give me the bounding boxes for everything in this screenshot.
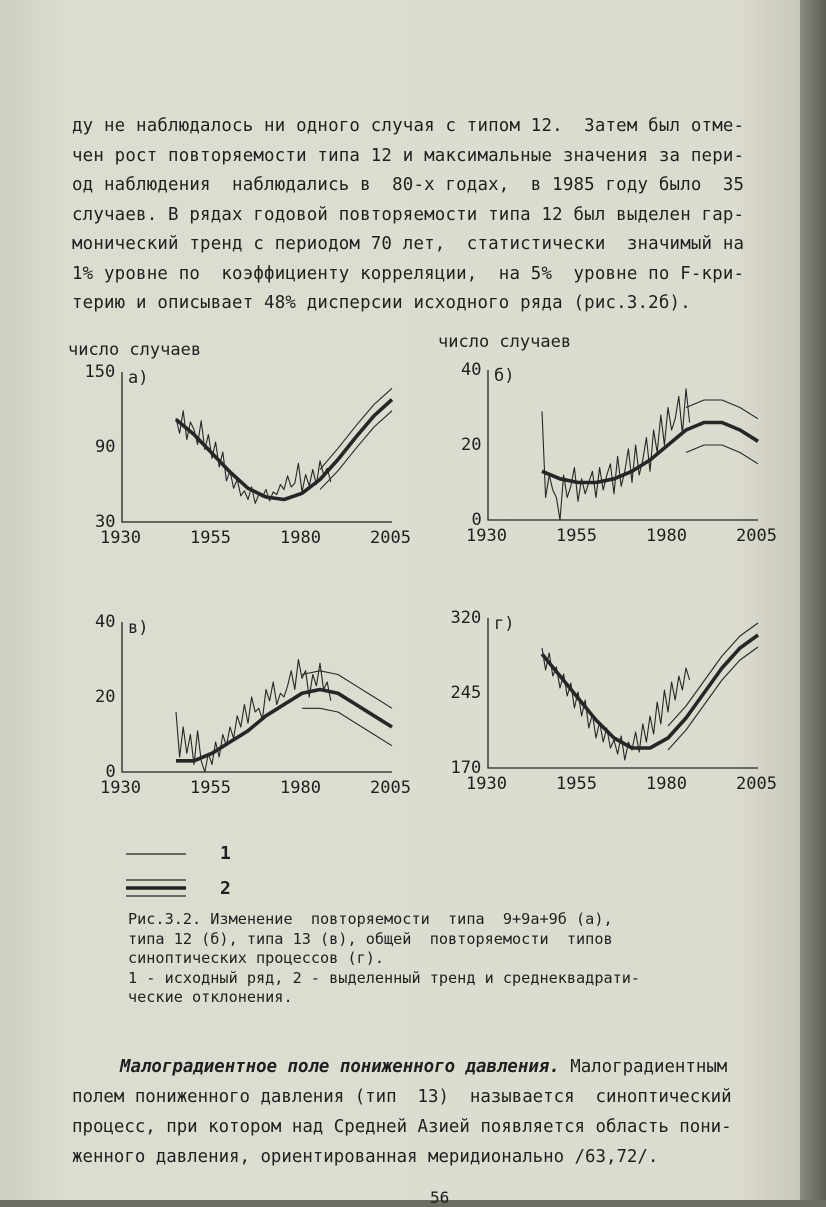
series-raw-line [541, 388, 691, 521]
series-sigma-line [685, 444, 759, 465]
chart-svg [121, 372, 394, 523]
text-line: полем пониженного давления (тип 13) назы… [72, 1087, 732, 1107]
book-page [0, 0, 800, 1200]
x-tick-label: 1930 [100, 778, 141, 798]
caption-line: 1 - исходный ряд, 2 - выделенный тренд и… [128, 968, 641, 987]
subsection-first-line: Малоградиентным [559, 1057, 728, 1077]
legend-lines [126, 853, 186, 897]
subsection-heading: Малоградиентное поле пониженного давлени… [120, 1057, 560, 1077]
y-tick-label: 245 [450, 683, 482, 703]
y-tick-label: 40 [95, 612, 116, 632]
series-raw-line [541, 647, 691, 761]
panel-label: г) [494, 614, 515, 634]
x-tick-label: 1980 [646, 774, 687, 794]
chart-svg [121, 622, 393, 773]
x-tick-label: 1930 [466, 526, 507, 546]
series-sigma-line [319, 387, 393, 470]
series-sigma-line [301, 670, 393, 709]
figure-legend: 1 2 [120, 838, 260, 908]
text-line: од наблюдения наблюдались в 80-х годах, … [72, 175, 745, 195]
x-tick-label: 1955 [190, 778, 231, 798]
y-axis-label-right: число случаев [438, 332, 572, 352]
text-line: случаев. В рядах годовой повторяемости т… [72, 204, 745, 225]
legend-label-1: 1 [220, 843, 231, 864]
page-number: 56 [430, 1188, 450, 1207]
subsection-paragraph: Малоградиентное поле пониженного давлени… [72, 1052, 792, 1172]
y-tick-label: 40 [461, 360, 482, 380]
chart-panel-g: 170 245 320 1930 1955 1980 2005 г) [448, 608, 777, 808]
y-tick-label: 320 [450, 608, 482, 628]
x-tick-label: 1930 [100, 528, 141, 548]
axis-line [121, 372, 392, 523]
series-raw-line [175, 410, 332, 504]
y-axis-label-left: число случаев [68, 340, 202, 360]
x-tick-label: 1980 [646, 526, 687, 546]
x-tick-label: 1930 [466, 774, 507, 794]
y-tick-label: 170 [450, 758, 482, 778]
x-tick-label: 1955 [190, 528, 231, 548]
x-tick-label: 2005 [370, 778, 411, 798]
page-edge [800, 0, 826, 1200]
series-sigma-line [667, 646, 759, 751]
series-sigma-line [302, 707, 393, 747]
chart-svg [487, 370, 759, 521]
text-line: женного давления, ориентированная мериди… [72, 1147, 659, 1167]
x-tick-label: 1980 [280, 528, 321, 548]
series-raw-line [175, 658, 332, 773]
chart-panel-a: 30 90 150 1930 1955 1980 2005 а) [82, 362, 411, 562]
axis-line [121, 622, 392, 773]
x-tick-label: 1980 [280, 778, 321, 798]
text-line: 1% уровне по коэффициенту корреляции, на… [72, 263, 745, 284]
y-tick-label: 30 [95, 512, 116, 532]
series-sigma-line [667, 622, 759, 727]
x-tick-label: 2005 [370, 528, 411, 548]
panel-label: в) [128, 618, 149, 638]
body-paragraph: ду не наблюдалось ни одного случая с тип… [72, 112, 782, 319]
series-trend-line [176, 687, 393, 763]
text-line: чен рост повторяемости типа 12 и максима… [72, 145, 745, 166]
y-tick-label: 20 [461, 435, 482, 455]
text-line: монический тренд с периодом 70 лет, стат… [72, 234, 745, 254]
text-line: ду не наблюдалось ни одного случая с тип… [72, 116, 745, 136]
x-tick-label: 1955 [556, 526, 597, 546]
legend-label-2: 2 [220, 878, 231, 899]
axis-line [487, 618, 758, 769]
series-sigma-line [319, 410, 393, 490]
chart-panel-b: 0 20 40 1930 1955 1980 2005 б) [448, 360, 777, 560]
y-tick-label: 150 [84, 362, 116, 382]
figure-caption: Рис.3.2. Изменение повторяемости типа 9+… [128, 910, 788, 1008]
caption-line: Рис.3.2. Изменение повторяемости типа 9+… [128, 910, 613, 928]
y-tick-label: 0 [471, 510, 482, 530]
caption-line: ческие отклонения. [128, 988, 293, 1006]
text-line: терию и описывает 48% дисперсии исходног… [72, 293, 691, 313]
chart-svg [487, 618, 760, 769]
series-trend-line [174, 398, 394, 502]
y-tick-label: 20 [95, 687, 116, 707]
series-sigma-line [685, 399, 759, 420]
x-tick-label: 1955 [556, 774, 597, 794]
y-tick-label: 90 [95, 437, 116, 457]
axis-line [487, 370, 758, 521]
y-tick-label: 0 [105, 762, 116, 782]
panel-label: б) [494, 366, 515, 386]
text-line: процесс, при котором над Средней Азией п… [72, 1117, 732, 1137]
caption-line: синоптических процессов (г). [128, 949, 385, 967]
caption-line: типа 12 (б), типа 13 (в), общей повторяе… [128, 929, 613, 948]
x-tick-label: 2005 [736, 774, 777, 794]
chart-panel-v: 0 20 40 1930 1955 1980 2005 в) [82, 612, 411, 812]
series-trend-line [541, 420, 759, 485]
x-tick-label: 2005 [736, 526, 777, 546]
panel-label: а) [128, 368, 149, 388]
series-trend-line [540, 633, 760, 750]
